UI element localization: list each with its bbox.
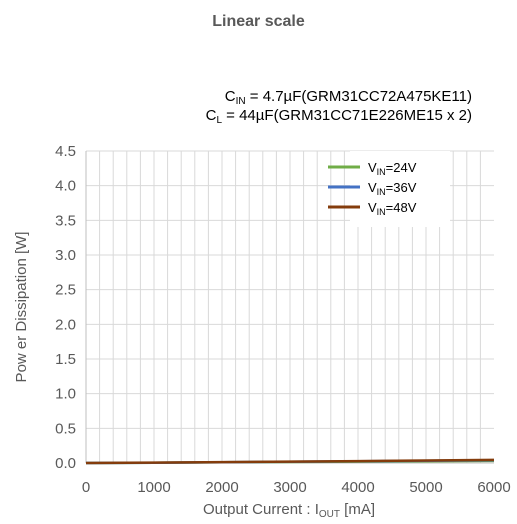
y-tick-label: 1.5 (55, 351, 76, 368)
legend-label: VIN=24V (368, 160, 417, 177)
chart-heading: Linear scale (212, 13, 305, 30)
grid-lines (86, 150, 494, 463)
y-axis-label: Pow er Dissipation [W] (13, 232, 30, 383)
tick-labels: 0 1000 2000 3000 4000 5000 6000 0.0 0.5 1.0 1.5 2.0… (55, 143, 511, 496)
input-capacitor-symbol: C (224, 88, 236, 105)
legend-box (350, 151, 450, 227)
x-tick-label: 6000 (477, 479, 510, 496)
x-tick-label: 0 (82, 479, 90, 496)
y-tick-label: 3.5 (55, 212, 76, 229)
x-tick-label: 3000 (273, 479, 306, 496)
input-capacitor-note: CIN = 4.7µF(GRM31CC72A475KE11) (225, 88, 472, 107)
input-capacitor-value: = 4.7µF(GRM31CC72A475KE11) (245, 88, 472, 105)
input-capacitor-subscript: IN (235, 96, 246, 107)
load-capacitor-subscript: L (216, 115, 222, 126)
x-axis-label: Output Current : IOUT [mA] (203, 501, 375, 520)
y-tick-label: 4.5 (55, 143, 76, 160)
y-tick-label: 2.5 (55, 282, 76, 299)
y-tick-label: 0.0 (55, 455, 76, 472)
x-tick-label: 4000 (341, 479, 374, 496)
series-lines (85, 458, 495, 465)
x-tick-label: 2000 (205, 479, 238, 496)
y-tick-label: 3.0 (55, 247, 76, 264)
load-capacitor-note: CL = 44µF(GRM31CC71E226ME15 x 2) (206, 107, 472, 126)
load-capacitor-value: = 44µF(GRM31CC71E226ME15 x 2) (222, 107, 472, 124)
x-tick-label: 5000 (409, 479, 442, 496)
legend-label: VIN=36V (368, 180, 417, 197)
legend-label: VIN=48V (368, 200, 417, 217)
y-tick-label: 0.5 (55, 420, 76, 437)
y-tick-label: 2.0 (55, 316, 76, 333)
y-tick-label: 1.0 (55, 386, 76, 403)
x-tick-label: 1000 (137, 479, 170, 496)
load-capacitor-symbol: C (205, 107, 217, 124)
legend: VIN=24V VIN=36V VIN=48V (328, 151, 450, 227)
y-tick-label: 4.0 (55, 178, 76, 195)
series-line (85, 458, 495, 465)
